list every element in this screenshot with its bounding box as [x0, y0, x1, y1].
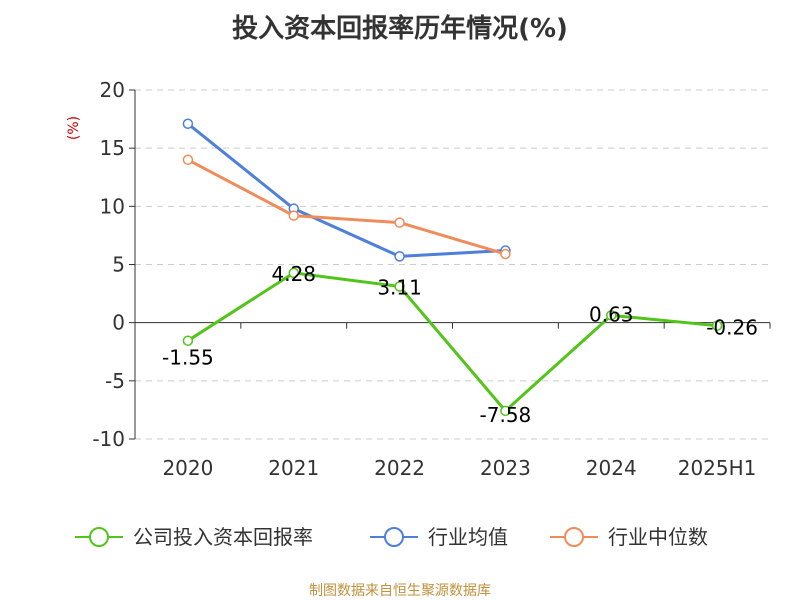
data-point — [394, 217, 405, 228]
y-tick-label: 0 — [112, 311, 125, 335]
data-point — [711, 320, 723, 331]
series-line — [186, 122, 506, 258]
data-point — [606, 310, 617, 321]
legend-label: 公司投入资本回报率 — [133, 525, 313, 549]
data-label: 0.63 — [589, 302, 634, 326]
y-tick-label: 20 — [100, 78, 125, 102]
x-tick-label: 2023 — [480, 456, 531, 480]
y-tick-label: 15 — [100, 136, 125, 160]
series-lines — [182, 118, 723, 417]
x-tick-label: 2025H1 — [678, 456, 757, 480]
data-point — [500, 248, 511, 260]
data-point — [394, 281, 405, 292]
data-point — [288, 267, 299, 279]
y-tick-label: -10 — [92, 427, 125, 451]
x-tick-label: 2024 — [586, 456, 637, 480]
data-point — [182, 118, 194, 129]
data-source-note: 制图数据来自恒生聚源数据库 — [309, 583, 491, 599]
chart-title: 投入资本回报率历年情况(%) — [232, 14, 568, 44]
series-line — [187, 158, 506, 256]
data-labels: -1.55 4.28 3.11 -7.58 0.63 -0.26 — [162, 262, 758, 427]
y-tick-label: -5 — [105, 369, 125, 393]
series-line — [187, 271, 718, 413]
legend-label: 行业均值 — [428, 525, 508, 549]
data-point — [182, 154, 194, 166]
legend-label: 行业中位数 — [608, 525, 708, 549]
legend: 公司投入资本回报率 行业均值 行业中位数 — [75, 525, 708, 549]
x-tick-label: 2020 — [162, 456, 213, 480]
data-point — [182, 335, 194, 346]
legend-marker — [384, 527, 404, 547]
data-point — [394, 251, 405, 262]
data-label: 4.28 — [271, 262, 316, 286]
x-tick-label: 2022 — [374, 456, 425, 480]
y-axis-label: (%) — [66, 116, 82, 140]
data-label: -0.26 — [706, 316, 758, 340]
grid-lines — [135, 89, 770, 440]
data-label: 3.11 — [377, 275, 422, 299]
legend-marker — [89, 527, 109, 547]
data-point — [500, 405, 511, 417]
y-tick-label: 5 — [112, 253, 125, 277]
y-tick-label: 10 — [100, 194, 125, 218]
data-label: -7.58 — [480, 403, 532, 427]
x-tick-label: 2021 — [268, 456, 319, 480]
data-point — [288, 210, 299, 221]
axes: 20 15 10 5 0 -5 -10 2020 2021 2022 2023 2024 2025H1 (… — [66, 78, 771, 480]
legend-marker — [564, 527, 584, 547]
data-label: -1.55 — [162, 346, 214, 370]
